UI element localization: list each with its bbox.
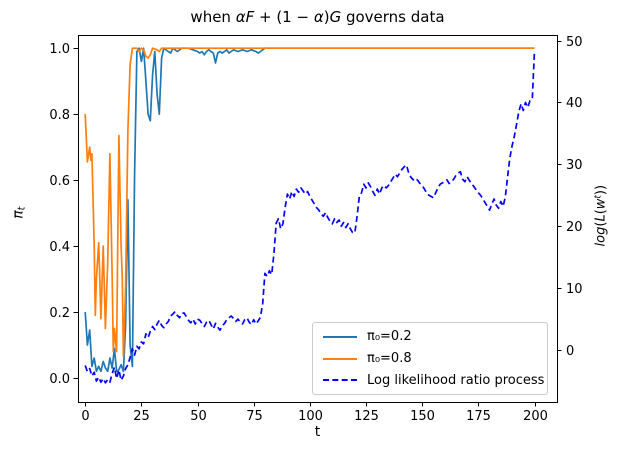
label-segment: t <box>16 206 28 211</box>
label-segment: α <box>313 8 324 26</box>
series-pi0-02 <box>84 47 535 373</box>
y-right-tick-label: 40 <box>566 96 583 111</box>
x-tick-label: 175 <box>466 409 491 424</box>
x-tick-label: 75 <box>246 409 263 424</box>
label-segment: when <box>190 8 236 26</box>
legend-label: Log likelihood ratio process <box>367 372 545 388</box>
label-segment: governs data <box>341 8 445 26</box>
y-left-tick-label: 0.0 <box>49 372 70 387</box>
label-segment: ) <box>323 8 330 26</box>
legend-item-loglik: Log likelihood ratio process <box>323 369 544 391</box>
label-segment: ( <box>593 209 609 215</box>
y-left-tick-label: 0.2 <box>49 306 70 321</box>
y-left-tick-label: 0.6 <box>49 174 70 189</box>
legend-line-sample-dashed <box>323 379 357 382</box>
series-pi0-08 <box>84 47 535 358</box>
y-axis-left-label: πt <box>10 188 27 238</box>
y-right-tick-label: 50 <box>566 35 583 50</box>
legend-line-sample-blue <box>323 335 357 338</box>
chart-title: when αF + (1 − α)G governs data <box>78 8 557 26</box>
label-segment: log <box>593 226 609 247</box>
y-right-tick-label: 10 <box>566 282 583 297</box>
label-segment: t <box>593 195 604 199</box>
x-axis-label: t <box>314 424 321 440</box>
label-segment: π <box>10 210 27 219</box>
label-segment: )) <box>593 184 609 196</box>
legend-label: π₀=0.8 <box>367 351 412 366</box>
y-left-tick-label: 0.8 <box>49 108 70 123</box>
label-segment: L <box>593 214 609 222</box>
plot-border <box>78 35 558 403</box>
y-right-tick-label: 0 <box>566 344 574 359</box>
x-tick-label: 50 <box>190 409 207 424</box>
x-tick-label: 200 <box>523 409 548 424</box>
legend-line-sample-orange <box>323 357 357 360</box>
x-tick-label: 100 <box>298 409 323 424</box>
y-axis-right-label: log(L(wt)) <box>593 166 608 266</box>
legend: π₀=0.2 π₀=0.8 Log likelihood ratio proce… <box>312 322 548 395</box>
y-left-tick-label: 0.4 <box>49 240 70 255</box>
x-tick-label: 0 <box>81 409 89 424</box>
label-segment: G <box>329 8 342 26</box>
legend-item-pi0-02: π₀=0.2 <box>323 326 539 348</box>
y-right-tick-label: 30 <box>566 158 583 173</box>
y-left-tick-label: 1.0 <box>49 42 70 57</box>
label-segment: αF <box>235 8 255 26</box>
legend-label: π₀=0.2 <box>367 329 412 345</box>
label-segment: ( <box>593 221 609 227</box>
label-segment: + (1 − <box>254 8 314 26</box>
label-segment: w <box>593 198 609 210</box>
x-tick-label: 150 <box>410 409 435 424</box>
x-tick-label: 25 <box>133 409 150 424</box>
series-loglik <box>84 50 536 384</box>
legend-item-pi0-08: π₀=0.8 <box>323 348 539 370</box>
x-tick-label: 125 <box>354 409 379 424</box>
y-right-tick-label: 20 <box>566 220 583 235</box>
